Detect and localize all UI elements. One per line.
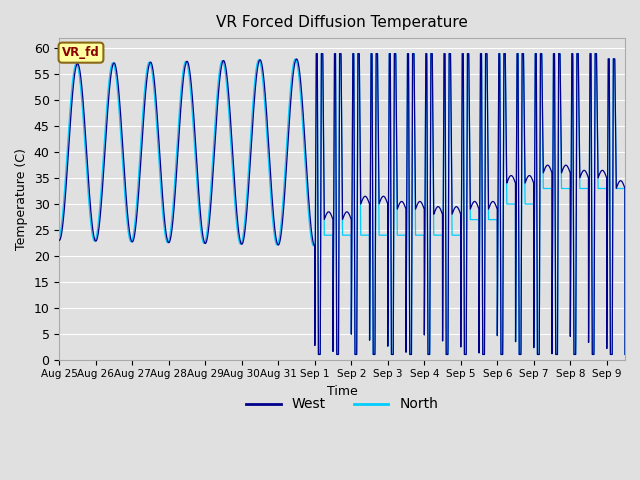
North [158, 203, 166, 208]
West [158, 185, 166, 191]
West [395, 202, 403, 208]
North [312, 51, 320, 57]
West [56, 238, 63, 243]
Legend: West, North: West, North [241, 392, 444, 417]
West [312, 51, 320, 57]
North [424, 215, 431, 220]
North [56, 235, 63, 241]
Line: West: West [60, 54, 625, 354]
West [521, 147, 529, 153]
North [315, 351, 323, 357]
West [424, 215, 431, 220]
North [271, 239, 279, 244]
Text: VR_fd: VR_fd [62, 46, 100, 59]
North [478, 66, 486, 72]
West [478, 66, 486, 72]
West [271, 231, 279, 237]
Title: VR Forced Diffusion Temperature: VR Forced Diffusion Temperature [216, 15, 468, 30]
North [521, 163, 529, 168]
Line: North: North [60, 54, 625, 354]
North [621, 351, 629, 357]
West [621, 351, 629, 357]
North [395, 232, 403, 238]
West [315, 351, 323, 357]
Y-axis label: Temperature (C): Temperature (C) [15, 148, 28, 250]
X-axis label: Time: Time [327, 385, 358, 398]
